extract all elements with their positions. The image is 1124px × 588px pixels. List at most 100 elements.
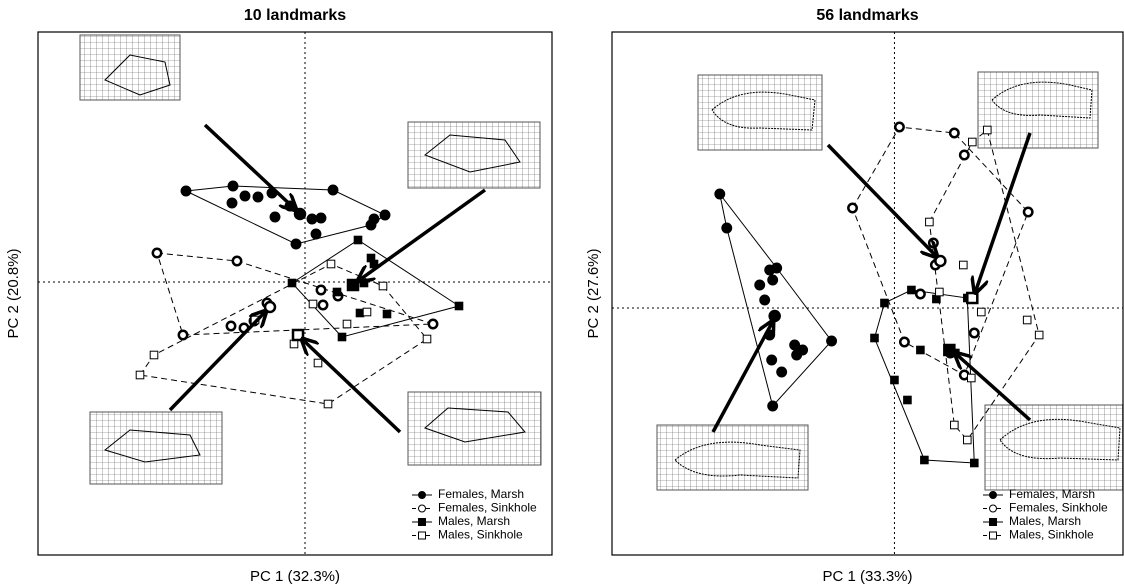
group-hull [929, 130, 1039, 440]
point [908, 286, 916, 294]
point [329, 186, 337, 194]
point [977, 308, 985, 316]
inset-grid [657, 425, 808, 490]
legend-label: Males, Sinkhole [1009, 528, 1094, 542]
inset-grid [698, 75, 822, 150]
point [777, 368, 785, 376]
point [761, 296, 769, 304]
point [229, 182, 237, 190]
legend-label: Females, Marsh [438, 487, 524, 501]
inset-grid [90, 412, 222, 484]
point [228, 199, 236, 207]
point [423, 335, 431, 343]
point [881, 299, 889, 307]
legend-label: Males, Sinkhole [438, 528, 523, 542]
point [343, 320, 351, 328]
inset-grid [985, 405, 1123, 490]
point [916, 290, 924, 298]
point [1024, 208, 1032, 216]
point [241, 192, 249, 200]
arrow [828, 145, 937, 257]
point [848, 204, 856, 212]
point [271, 213, 279, 221]
group-mean [967, 293, 977, 303]
group-mean [265, 302, 275, 312]
legend-label: Males, Marsh [438, 514, 510, 528]
point [179, 331, 187, 339]
point [370, 215, 378, 223]
point [254, 193, 262, 201]
point [290, 340, 298, 348]
group-hull [157, 253, 433, 335]
inset-grid [408, 122, 540, 188]
point [227, 322, 235, 330]
point [968, 138, 976, 146]
y-axis-label: PC 2 (20.8%) [5, 248, 22, 338]
point [319, 301, 327, 309]
point [756, 281, 764, 289]
legend-marker [990, 519, 997, 526]
group-hull [720, 194, 832, 406]
point [792, 351, 800, 359]
point [936, 288, 944, 296]
point [933, 295, 941, 303]
arrow [205, 125, 296, 210]
group-mean [295, 209, 305, 219]
group-mean [293, 330, 303, 340]
point [356, 309, 364, 317]
point [929, 239, 937, 247]
legend-marker [990, 492, 997, 499]
legend-label: Females, Marsh [1009, 487, 1095, 501]
point [716, 190, 724, 198]
point [327, 260, 335, 268]
point [917, 346, 925, 354]
point [926, 218, 934, 226]
point [767, 356, 775, 364]
arrow [302, 339, 400, 432]
point [455, 302, 463, 310]
legend-marker [419, 505, 426, 512]
point [871, 334, 879, 342]
arrow [713, 321, 773, 432]
legend-label: Males, Marsh [1009, 514, 1081, 528]
group-mean [944, 345, 954, 355]
point [964, 436, 972, 444]
point [921, 456, 929, 464]
point [1035, 331, 1043, 339]
point [309, 300, 317, 308]
point [1023, 316, 1031, 324]
point [136, 371, 144, 379]
y-axis-label: PC 2 (27.6%) [585, 248, 602, 338]
point [383, 310, 391, 318]
point [951, 421, 959, 429]
point [772, 264, 780, 272]
point [768, 276, 776, 284]
legend-label: Females, Sinkhole [1009, 501, 1108, 515]
group-mean [770, 311, 780, 321]
point [288, 279, 296, 287]
point [960, 261, 968, 269]
point [983, 126, 991, 134]
point [150, 351, 158, 359]
point [429, 320, 437, 328]
x-axis-label: PC 1 (33.3%) [822, 568, 912, 585]
legend-label: Females, Sinkhole [438, 501, 537, 515]
point [317, 214, 325, 222]
point [153, 249, 161, 257]
point [768, 402, 776, 410]
inset-grid [978, 72, 1098, 148]
legend-marker [419, 532, 426, 539]
point [379, 282, 387, 290]
arrow [358, 190, 485, 281]
point [967, 374, 975, 382]
point [381, 211, 389, 219]
group-mean [935, 256, 945, 266]
legend-marker [419, 519, 426, 526]
point [308, 215, 316, 223]
point [904, 396, 912, 404]
point [970, 459, 978, 467]
figure: 10 landmarksPC 1 (32.3%)PC 2 (20.8%)Fema… [0, 0, 1124, 588]
point [363, 308, 371, 316]
arrow [170, 311, 266, 410]
point [354, 236, 362, 244]
